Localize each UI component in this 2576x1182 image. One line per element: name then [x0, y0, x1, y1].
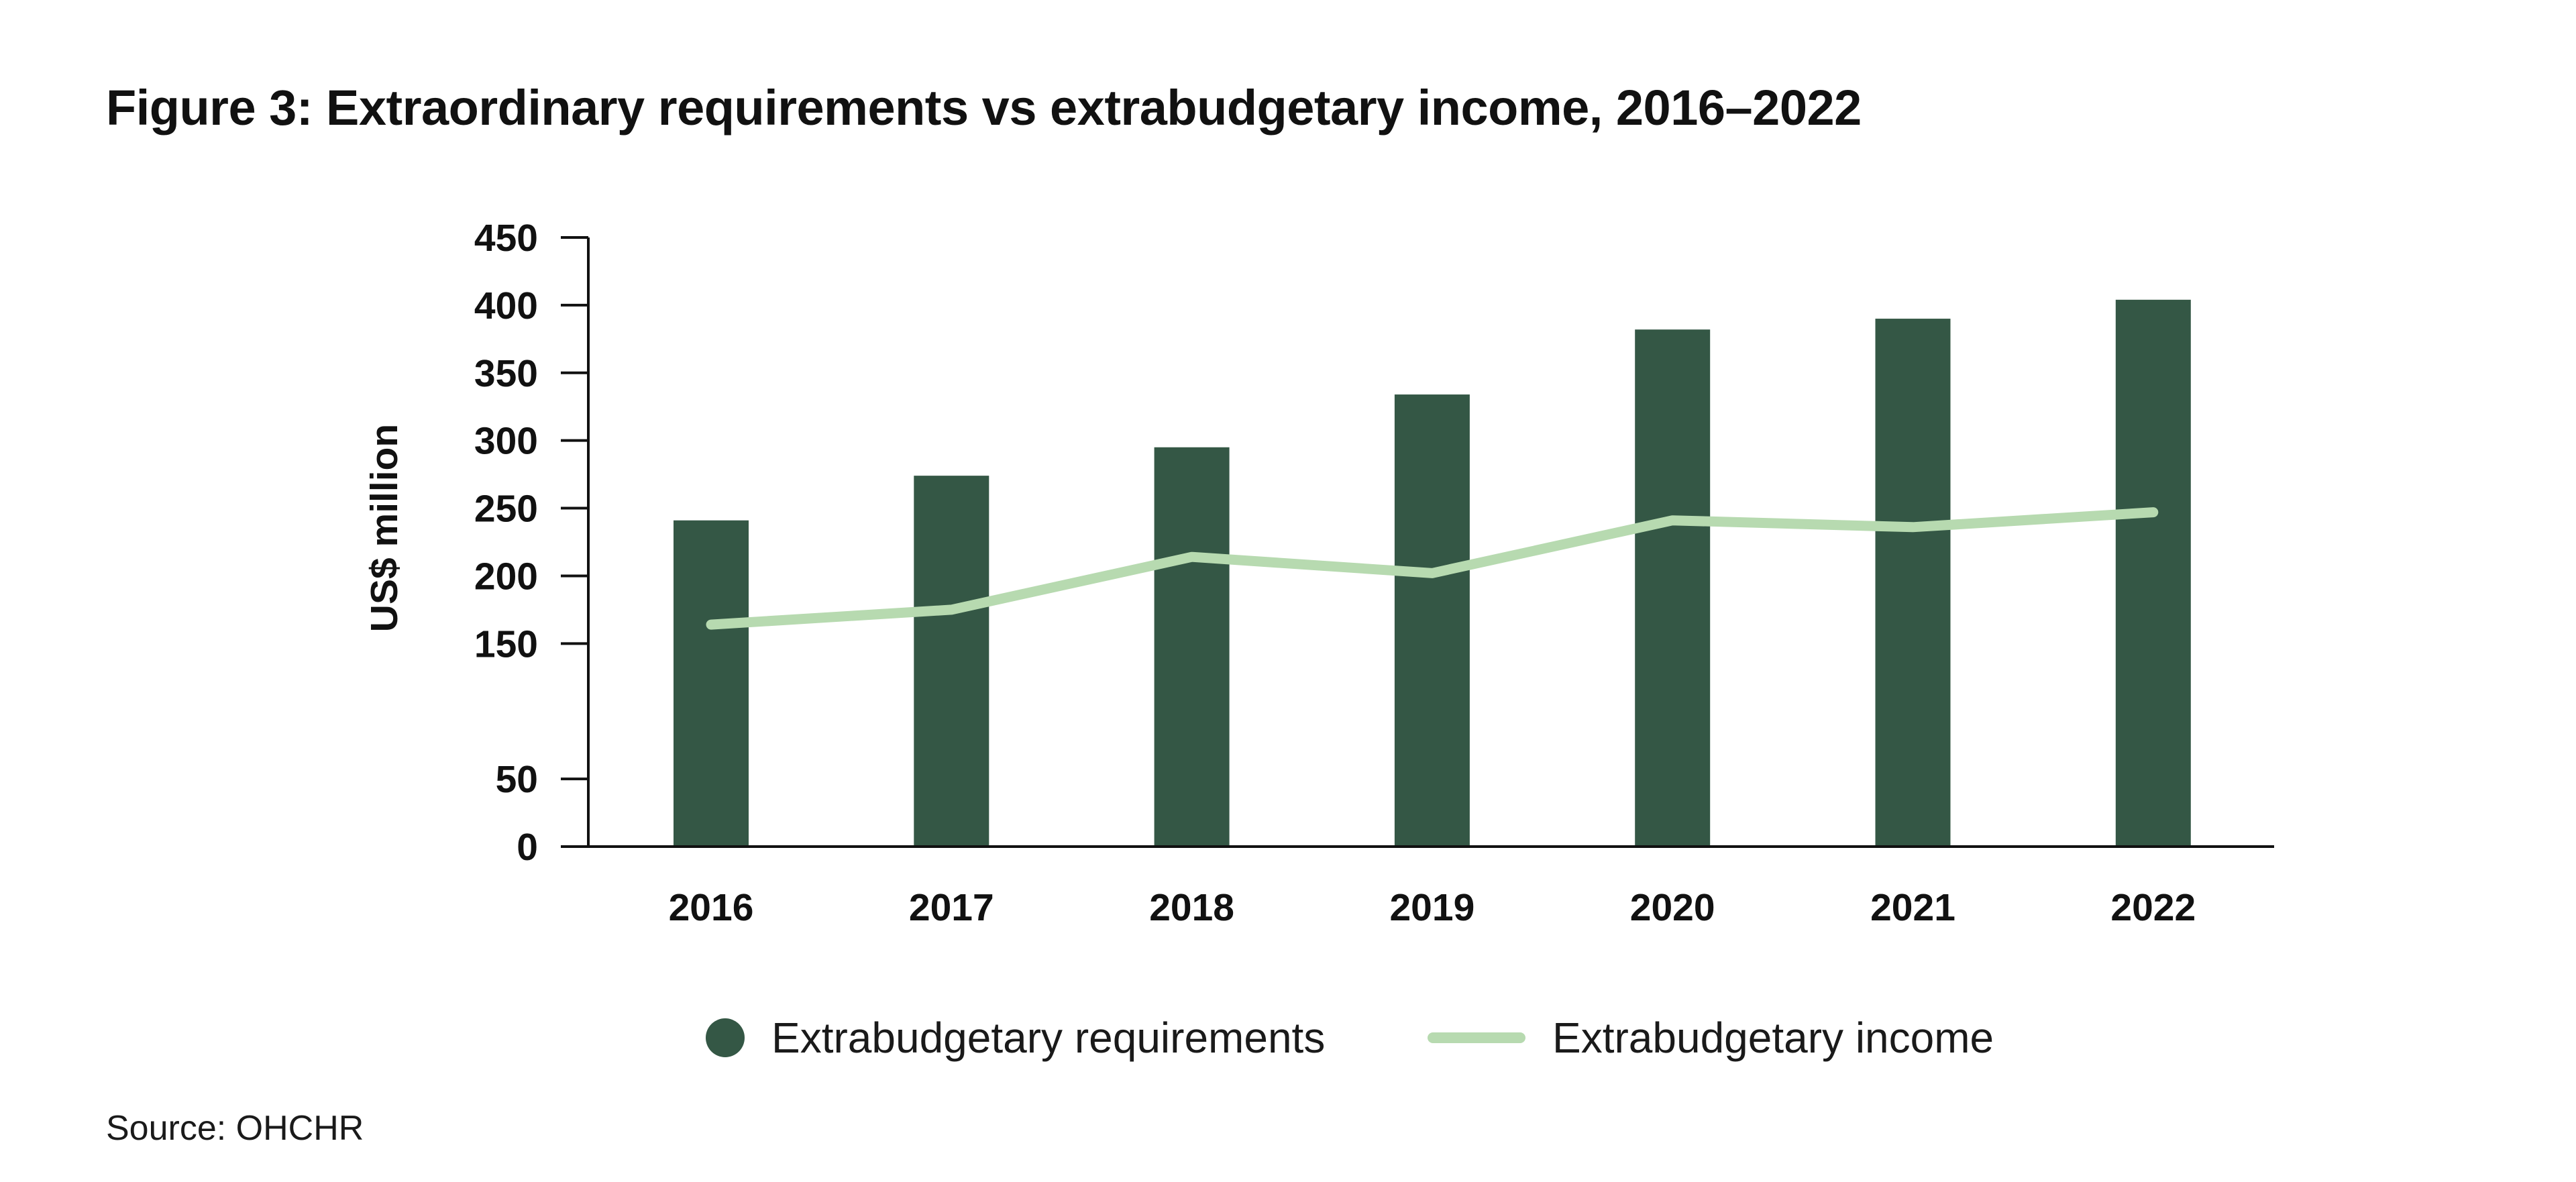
chart: 0 50 150 200 250 300 350 400 450 2016 2017 2018 2019… [363, 217, 2274, 929]
legend-line-icon [1428, 1032, 1525, 1043]
y-tick-label-150: 150 [474, 623, 538, 665]
bar-2016 [674, 520, 749, 847]
bar-2018 [1154, 447, 1230, 847]
legend: Extrabudgetary requirements Extrabudgeta… [0, 1008, 2576, 1068]
bar-2020 [1635, 329, 1711, 847]
x-tick-label-2017: 2017 [909, 886, 994, 929]
legend-label-income: Extrabudgetary income [1552, 1014, 1994, 1062]
source-note: Source: OHCHR [106, 1109, 364, 1148]
y-tick-label-0: 0 [517, 826, 538, 869]
legend-dot-icon [706, 1018, 745, 1057]
bar-2019 [1394, 394, 1470, 847]
y-tick-label-250: 250 [474, 488, 538, 531]
x-tick-label-2018: 2018 [1149, 886, 1234, 929]
y-tick-label-50: 50 [496, 758, 538, 801]
y-tick-label-450: 450 [474, 217, 538, 260]
y-tick-label-400: 400 [474, 284, 538, 327]
line-layer [706, 507, 2159, 630]
x-tick-label-2022: 2022 [2110, 886, 2196, 929]
y-tick-label-350: 350 [474, 352, 538, 395]
axes-layer [561, 236, 2274, 848]
bars-layer [674, 299, 2191, 847]
figure-title: Figure 3: Extraordinary requirements vs … [106, 80, 1862, 136]
labels-layer: 0 50 150 200 250 300 350 400 450 2016 2017 2018 2019… [363, 217, 2196, 929]
legend-label-requirements: Extrabudgetary requirements [771, 1014, 1326, 1062]
y-tick-label-200: 200 [474, 555, 538, 598]
bar-2017 [914, 476, 989, 847]
x-tick-label-2016: 2016 [669, 886, 754, 929]
x-tick-label-2021: 2021 [1870, 886, 1955, 929]
legend-item-income: Extrabudgetary income [1428, 1008, 1994, 1068]
bar-2022 [2115, 299, 2191, 847]
y-axis-title: US$ million [363, 424, 406, 632]
x-tick-label-2019: 2019 [1389, 886, 1474, 929]
x-tick-label-2020: 2020 [1630, 886, 1715, 929]
bar-2021 [1875, 319, 1951, 847]
legend-item-requirements: Extrabudgetary requirements [706, 1008, 1325, 1068]
y-tick-label-300: 300 [474, 420, 538, 463]
